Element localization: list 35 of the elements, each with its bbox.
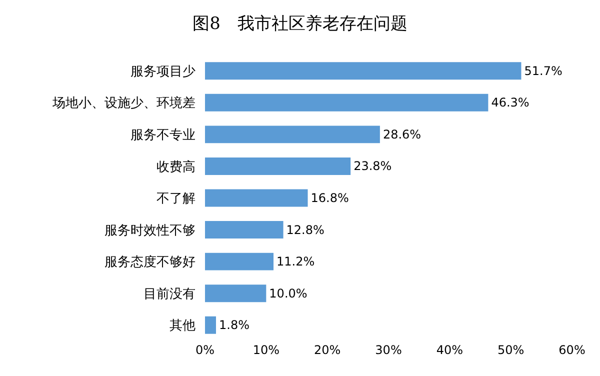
data-label: 23.8% [354, 159, 392, 174]
y-tick-label: 服务项目少 [130, 64, 204, 80]
y-tick-label: 不了解 [156, 192, 204, 207]
data-label: 51.7% [524, 64, 562, 78]
bar [205, 157, 351, 175]
x-tick-label: 0% [195, 343, 215, 357]
data-label: 1.8% [219, 318, 250, 332]
x-tick-label: 10% [252, 343, 280, 357]
data-label: 10.0% [269, 286, 308, 300]
x-tick-label: 40% [436, 343, 464, 357]
bar [205, 316, 216, 334]
data-label: 28.6% [382, 127, 422, 142]
chart-title: 图8 我市社区养老存在问题 [192, 14, 408, 34]
data-label: 11.2% [276, 254, 315, 269]
bar [205, 189, 308, 207]
bar [205, 252, 274, 270]
data-label: 46.3% [491, 96, 530, 110]
y-tick-label: 服务不专业 [130, 128, 204, 143]
bar [205, 284, 266, 302]
bar [205, 62, 522, 80]
x-tick-label: 60% [558, 343, 586, 357]
y-tick-label: 场地小、设施少、环境差 [52, 95, 204, 112]
y-tick-label: 目前没有 [144, 286, 204, 302]
y-tick-label: 服务时效性不够 [104, 223, 204, 238]
y-tick-label: 服务态度不够好 [104, 254, 204, 270]
data-label: 12.8% [286, 222, 324, 237]
y-tick-label: 其他 [170, 318, 204, 334]
y-tick-label: 收费高 [156, 158, 204, 175]
bar [205, 221, 284, 239]
x-tick-label: 20% [314, 343, 341, 357]
bar [205, 126, 380, 144]
x-tick-label: 30% [375, 343, 402, 357]
x-tick-label: 50% [497, 343, 524, 357]
bar [205, 94, 488, 112]
data-label: 16.8% [310, 191, 349, 205]
